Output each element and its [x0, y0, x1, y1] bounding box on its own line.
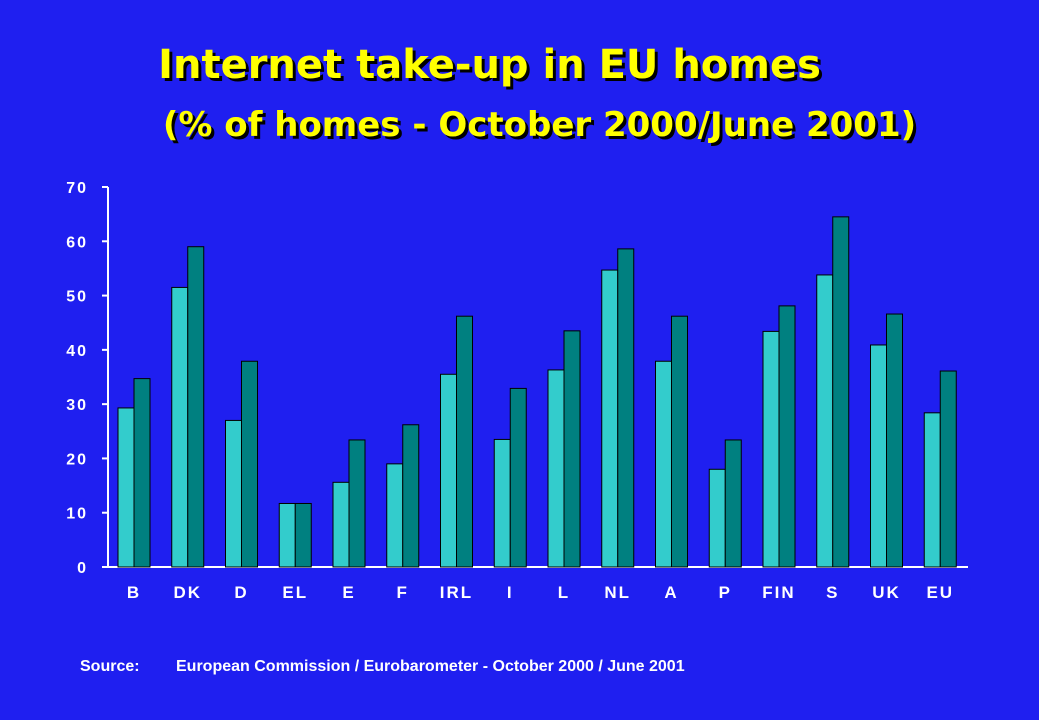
bar-2000: [655, 360, 672, 568]
bar-2001: [133, 378, 151, 568]
x-category-label: L: [558, 583, 570, 602]
bar-2000: [870, 344, 887, 568]
x-category-label: D: [234, 583, 248, 602]
bar-2000: [117, 407, 135, 568]
bar-2001: [348, 439, 366, 568]
bar-2001: [724, 439, 742, 568]
chart-bars: [117, 216, 957, 568]
bar-2001: [886, 313, 903, 568]
x-category-label: B: [127, 583, 141, 602]
bar-2001: [939, 370, 957, 568]
bar-2000: [386, 463, 404, 568]
x-category-label: UK: [872, 583, 901, 602]
y-tick-labels: 0 10 20 30 40 50 60 70: [66, 180, 88, 577]
bar-2001: [563, 330, 581, 568]
x-category-label: I: [507, 583, 514, 602]
bar-2001: [778, 305, 796, 568]
y-tick-label: 30: [66, 397, 88, 414]
x-category-label: EU: [926, 583, 954, 602]
x-category-label: IRL: [440, 583, 473, 602]
bar-2000: [440, 373, 457, 568]
x-category-label: EL: [282, 583, 308, 602]
bar-2001: [294, 502, 312, 568]
y-tick-label: 50: [66, 289, 88, 306]
chart-subtitle: (% of homes - October 2000/June 2001): [162, 105, 917, 145]
y-tick-label: 70: [66, 180, 88, 197]
bar-2000: [332, 481, 350, 568]
y-tick-label: 10: [66, 506, 88, 523]
bar-2001: [509, 387, 527, 568]
x-category-label: NL: [604, 583, 631, 602]
x-category-labels: B DK D EL E F IRL I L NL A P FIN S UK EU: [127, 583, 954, 602]
bar-2001: [832, 216, 850, 568]
x-category-label: P: [719, 583, 732, 602]
bar-2000: [278, 502, 296, 568]
source-label: Source:: [80, 658, 140, 675]
bar-2000: [171, 286, 189, 568]
bar-2000: [708, 468, 726, 568]
y-tick-label: 0: [77, 560, 88, 577]
bar-2001: [456, 315, 473, 568]
y-tick-label: 20: [66, 451, 88, 468]
bar-2000: [816, 274, 834, 568]
bar-2001: [671, 315, 688, 568]
chart-title: Internet take-up in EU homes: [158, 42, 821, 88]
x-category-label: E: [342, 583, 355, 602]
bar-2000: [923, 412, 941, 568]
x-category-label: FIN: [762, 583, 795, 602]
bar-2001: [402, 424, 420, 568]
bar-2000: [762, 330, 780, 568]
bar-2001: [241, 360, 258, 568]
y-tick-label: 60: [66, 234, 88, 251]
x-category-label: A: [664, 583, 678, 602]
bar-2001: [617, 248, 635, 568]
bar-2000: [225, 419, 242, 568]
source-text: European Commission / Eurobarometer - Oc…: [176, 658, 685, 675]
bar-2000: [547, 369, 565, 568]
bar-2000: [493, 438, 511, 568]
bar-2000: [601, 269, 619, 568]
x-category-label: S: [826, 583, 839, 602]
bar-2001: [187, 246, 205, 568]
x-category-label: F: [397, 583, 409, 602]
x-category-label: DK: [173, 583, 202, 602]
y-tick-label: 40: [66, 343, 88, 360]
